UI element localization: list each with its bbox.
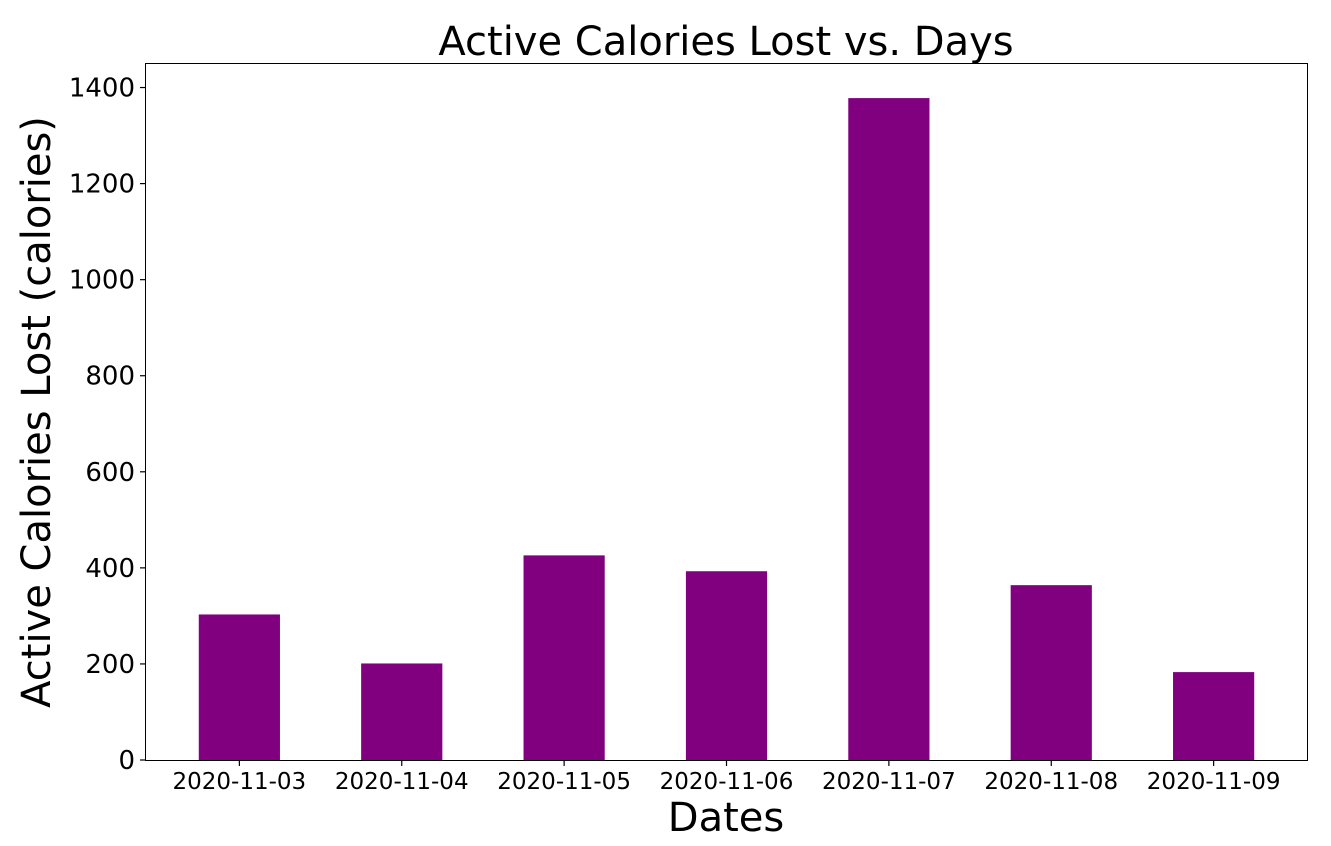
bar-2020-11-06	[685, 571, 768, 760]
y-tick-label: 600	[85, 458, 135, 488]
x-tick-label: 2020-11-06	[660, 769, 794, 795]
y-tick-label: 1000	[69, 266, 135, 296]
y-tick-label: 1400	[69, 74, 135, 104]
bar-2020-11-09	[1173, 672, 1255, 760]
chart-title: Active Calories Lost vs. Days	[438, 19, 1013, 65]
x-tick-label: 2020-11-09	[1147, 769, 1281, 795]
y-tick-label: 400	[85, 554, 135, 584]
y-axis-label: Active Calories Lost (calories)	[14, 116, 60, 708]
x-tick-label: 2020-11-03	[173, 769, 307, 795]
x-tick-label: 2020-11-05	[497, 769, 631, 795]
y-tick-label: 200	[85, 650, 135, 680]
x-tick-label: 2020-11-07	[822, 769, 956, 795]
x-tick-label: 2020-11-08	[984, 769, 1118, 795]
x-tick-label: 2020-11-04	[335, 769, 469, 795]
bar-2020-11-07	[848, 98, 930, 761]
x-axis-label: Dates	[668, 795, 784, 841]
y-tick-label: 1200	[69, 170, 135, 200]
bar-2020-11-08	[1010, 585, 1092, 760]
y-tick-label: 800	[85, 362, 135, 392]
bar-2020-11-04	[361, 663, 443, 760]
bar-2020-11-05	[523, 555, 605, 760]
x-axis: 2020-11-03 2020-11-04 2020-11-05 2020-11-06…	[173, 760, 1281, 795]
bars-group	[198, 98, 1255, 761]
y-axis: 0 200 400 600 800 1000 1200 1400	[69, 74, 146, 776]
y-tick-label: 0	[118, 746, 135, 776]
bar-2020-11-03	[198, 614, 280, 760]
